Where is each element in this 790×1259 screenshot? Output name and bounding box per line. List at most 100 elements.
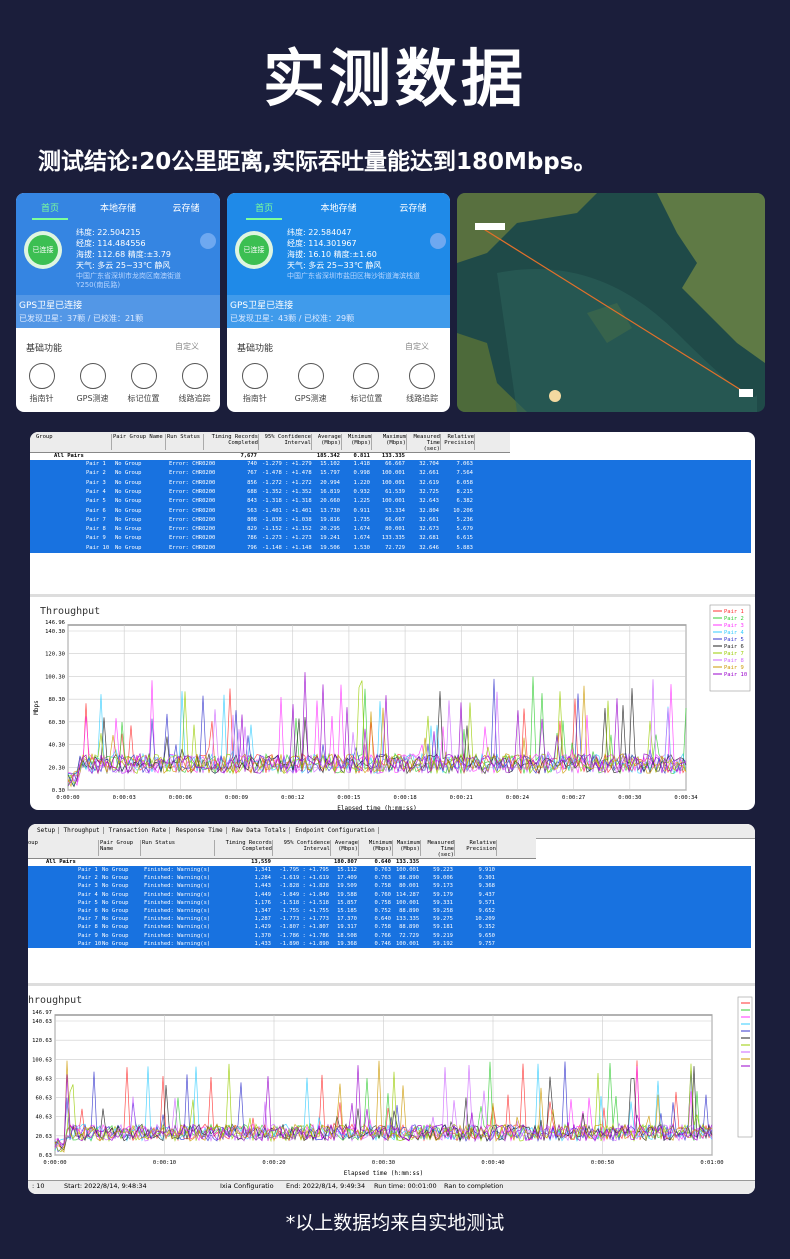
table-cell: Finished: Warning(s) [144,891,211,898]
footer-note: *以上数据均来自实地测试 [285,1212,505,1234]
table-cell: No Group [102,899,129,906]
splitter [28,983,755,986]
table-cell: 1,370 [254,932,271,939]
trace-texture [67,679,687,783]
tool-label: 标记位置 [350,394,383,403]
legend-label: Pair 8 [724,658,744,664]
table-cell: Pair 1 [86,461,106,467]
table-cell: 20.994 [320,479,340,486]
table-cell: 9.910 [478,867,495,873]
table-cell: 19.509 [337,883,357,890]
table-cell: 1.418 [353,461,370,467]
gps-strip [227,295,450,328]
status-field: Ran to completion [444,1182,504,1190]
table-cell: 0.911 [353,507,370,514]
table-cell: 17.409 [337,875,357,882]
table-cell: 0.763 [374,867,391,873]
table-cell: -1.786 : +1.786 [279,932,329,939]
table-cell: 1,347 [254,908,271,914]
x-tick-label: 0:01:00 [700,1160,723,1166]
table-cell: 100.001 [381,479,405,486]
column-header: Pair Group Name [100,840,141,856]
tool-label: 指南针 [242,394,267,403]
gps-strip [16,295,220,328]
water-shade [497,269,757,412]
table-cell: -1.807 : +1.807 [279,924,329,931]
table-cell: 9.437 [478,891,495,898]
table-cell: Finished: Warning(s) [144,924,211,931]
status-badge: 已连接 [239,235,269,265]
x-tick-label: 0:00:27 [562,795,585,801]
tab: Setup [34,827,60,834]
table-cell: Error: CHR0200 [169,526,216,533]
table-cell: Pair 2 [86,470,106,477]
table-cell: 843 [247,498,257,505]
table-cell: 1.674 [353,526,370,533]
table-cell: 0.811 [353,453,370,459]
table-cell: No Group [115,507,142,514]
table-cell: -1.795 : +1.795 [279,867,329,873]
table-cell: Pair 4 [86,488,106,495]
x-tick-label: 0:00:00 [43,1160,66,1166]
table-cell: 88.890 [399,908,419,914]
table-cell: No Group [115,461,142,467]
table-cell: 100.001 [396,867,420,873]
table-cell: No Group [102,875,129,882]
legend-label: Pair 3 [724,623,744,629]
table-cell: 133.335 [396,916,420,923]
tab: Endpoint Configuration [292,827,379,834]
table-cell: -1.828 : +1.828 [279,883,329,890]
table-cell: 88.890 [399,875,419,882]
table-cell: Pair 10 [78,940,102,947]
table-cell: 0.640 [374,859,391,865]
table-cell: -1.890 : +1.890 [279,940,329,947]
table-cell: 32.704 [419,461,439,467]
x-tick-label: 0:00:12 [281,795,304,801]
table-cell: 17.370 [337,916,357,923]
table-cell: No Group [115,526,142,533]
tool-label: 标记位置 [127,394,160,403]
y-tick-label: 60.30 [48,720,65,726]
table-cell: No Group [102,883,129,890]
y-tick-label: 20.30 [48,765,65,771]
chariot-window: Group Pair Group Name Run Status Timing Rec… [30,432,755,810]
y-tick-label: 100.63 [32,1057,52,1063]
satellite-count: 已发现卫星：43颗 / 已校准：29颗 [230,314,355,323]
gps-info: 经度: 114.301967 [287,239,357,248]
table-cell: 856 [247,479,257,486]
table-cell: 80.001 [399,883,419,890]
tool-label: 线路追踪 [406,394,439,403]
x-tick-label: 0:00:20 [262,1160,285,1166]
table-cell: 16.819 [320,488,340,495]
trace-texture [67,680,687,785]
table-cell: -1.279 : +1.279 [262,461,312,467]
table-cell: Finished: Warning(s) [144,908,211,914]
tab: 云存储 [172,204,200,214]
legend-label: Pair 9 [724,665,744,671]
column-header: Measured Time (sec) [408,434,441,452]
table-cell: 563 [247,507,257,514]
table-cell: 0.760 [374,891,391,898]
table-cell: 19.317 [337,924,357,931]
y-axis-title: Mbps [33,700,40,715]
table-cell: Error: CHR0200 [169,544,216,551]
trace-texture [54,1066,713,1152]
x-tick-label: 0:00:50 [591,1160,614,1166]
table-cell: 15.185 [337,908,357,914]
page-subtitle: 测试结论:20公里距离,实际吞吐量能达到180Mbps。 [38,149,597,175]
table-cell: No Group [115,544,142,551]
legend-label: Pair 4 [724,630,745,636]
table-cell: No Group [115,535,142,542]
column-header: Run Status [142,840,215,856]
table-cell: Error: CHR0200 [169,488,216,495]
table-cell: Finished: Warning(s) [144,940,211,947]
table-cell: Finished: Warning(s) [144,932,211,939]
table-cell: 786 [247,535,257,542]
column-header: Relative Precision [442,434,475,450]
table-cell: 7,677 [240,453,257,459]
table-header [30,432,510,453]
table-cell: 59.275 [433,916,453,923]
table-cell: 1.674 [353,535,370,542]
table-cell: All Pairs [46,859,76,865]
table-cell: No Group [102,940,129,947]
